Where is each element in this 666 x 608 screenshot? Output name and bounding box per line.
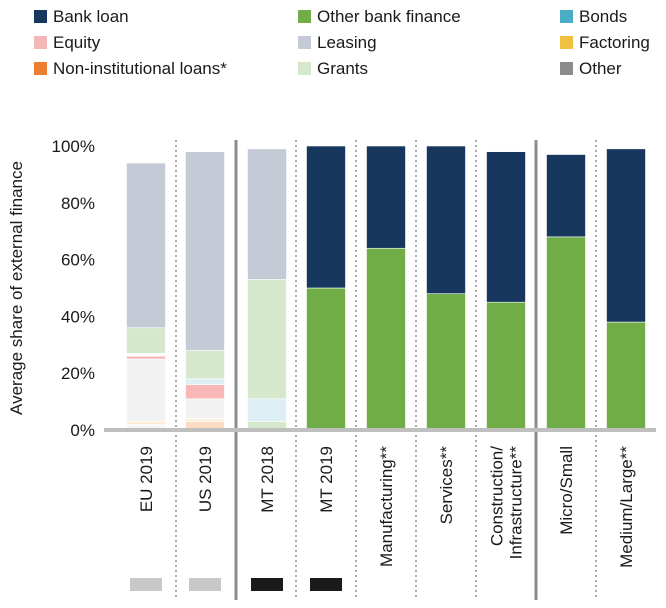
y-tick-label: 40% bbox=[61, 307, 95, 326]
bar-segment bbox=[126, 327, 166, 354]
legend-entry: Leasing bbox=[317, 33, 377, 52]
group-marker bbox=[189, 578, 221, 591]
bar-segment bbox=[306, 287, 346, 431]
bar-segment bbox=[486, 151, 526, 303]
legend-swatch bbox=[560, 10, 573, 23]
bar-segment bbox=[185, 418, 225, 422]
bar-segment bbox=[426, 293, 466, 431]
bar-segment bbox=[185, 398, 225, 419]
category-label: Infrastructure** bbox=[507, 446, 526, 560]
legend-swatch bbox=[298, 62, 311, 75]
group-markers bbox=[130, 578, 342, 591]
bar-segment bbox=[247, 279, 287, 400]
y-tick-label: 60% bbox=[61, 251, 95, 270]
legend-swatch bbox=[560, 36, 573, 49]
bar-segment bbox=[606, 148, 646, 323]
category-label: Services** bbox=[437, 446, 456, 525]
bar-segment bbox=[126, 424, 166, 428]
group-dividers bbox=[175, 140, 597, 600]
bar-segment bbox=[546, 154, 586, 238]
group-marker bbox=[130, 578, 162, 591]
legend-entry: Factoring bbox=[579, 33, 650, 52]
bar-segment bbox=[426, 145, 466, 294]
bar-segment bbox=[546, 236, 586, 431]
legend-entry: Bank loan bbox=[53, 7, 129, 26]
bar-segment bbox=[247, 398, 287, 422]
category-labels: EU 2019 US 2019 MT 2018 MT 2019 Manufacturin… bbox=[137, 446, 636, 568]
legend-entry: Other bbox=[579, 59, 622, 78]
group-marker bbox=[251, 578, 283, 591]
bar-segment bbox=[126, 162, 166, 329]
category-label: Construction/ bbox=[488, 446, 507, 546]
category-label: MT 2019 bbox=[317, 446, 336, 513]
bars bbox=[126, 145, 646, 431]
bar-segment bbox=[126, 353, 166, 357]
y-axis-label: Average share of external finance bbox=[7, 161, 26, 415]
legend-swatch bbox=[34, 62, 47, 75]
category-label: EU 2019 bbox=[137, 446, 156, 512]
legend-entry: Grants bbox=[317, 59, 368, 78]
bar-segment bbox=[185, 384, 225, 400]
legend-swatch bbox=[34, 36, 47, 49]
y-tick-label: 80% bbox=[61, 194, 95, 213]
bar-segment bbox=[126, 355, 166, 360]
legend-entry: Non-institutional loans* bbox=[53, 59, 227, 78]
category-label: MT 2018 bbox=[258, 446, 277, 513]
legend: Bank loan Other bank finance Bonds Equity Le… bbox=[34, 7, 650, 78]
bar-segment bbox=[306, 145, 346, 289]
category-label: Micro/Small bbox=[557, 446, 576, 535]
legend-swatch bbox=[298, 36, 311, 49]
y-axis-ticks: 0% 20% 40% 60% 80% 100% bbox=[52, 137, 95, 440]
y-tick-label: 0% bbox=[70, 421, 95, 440]
bar-segment bbox=[126, 421, 166, 425]
bar-segment bbox=[366, 145, 406, 249]
group-marker bbox=[310, 578, 342, 591]
bar-segment bbox=[185, 350, 225, 380]
legend-entry: Equity bbox=[53, 33, 101, 52]
category-label: US 2019 bbox=[196, 446, 215, 512]
legend-entry: Other bank finance bbox=[317, 7, 461, 26]
bar-segment bbox=[366, 247, 406, 431]
category-label: Manufacturing** bbox=[377, 446, 396, 567]
legend-swatch bbox=[34, 10, 47, 23]
bar-segment bbox=[247, 148, 287, 280]
bar-segment bbox=[606, 321, 646, 431]
legend-swatch bbox=[560, 62, 573, 75]
bar-segment bbox=[185, 151, 225, 351]
legend-entry: Bonds bbox=[579, 7, 627, 26]
bar-segment bbox=[486, 301, 526, 431]
category-label: Medium/Large** bbox=[617, 446, 636, 568]
bar-segment bbox=[185, 378, 225, 385]
bar-segment bbox=[126, 358, 166, 422]
y-tick-label: 100% bbox=[52, 137, 95, 156]
y-tick-label: 20% bbox=[61, 364, 95, 383]
legend-swatch bbox=[298, 10, 311, 23]
